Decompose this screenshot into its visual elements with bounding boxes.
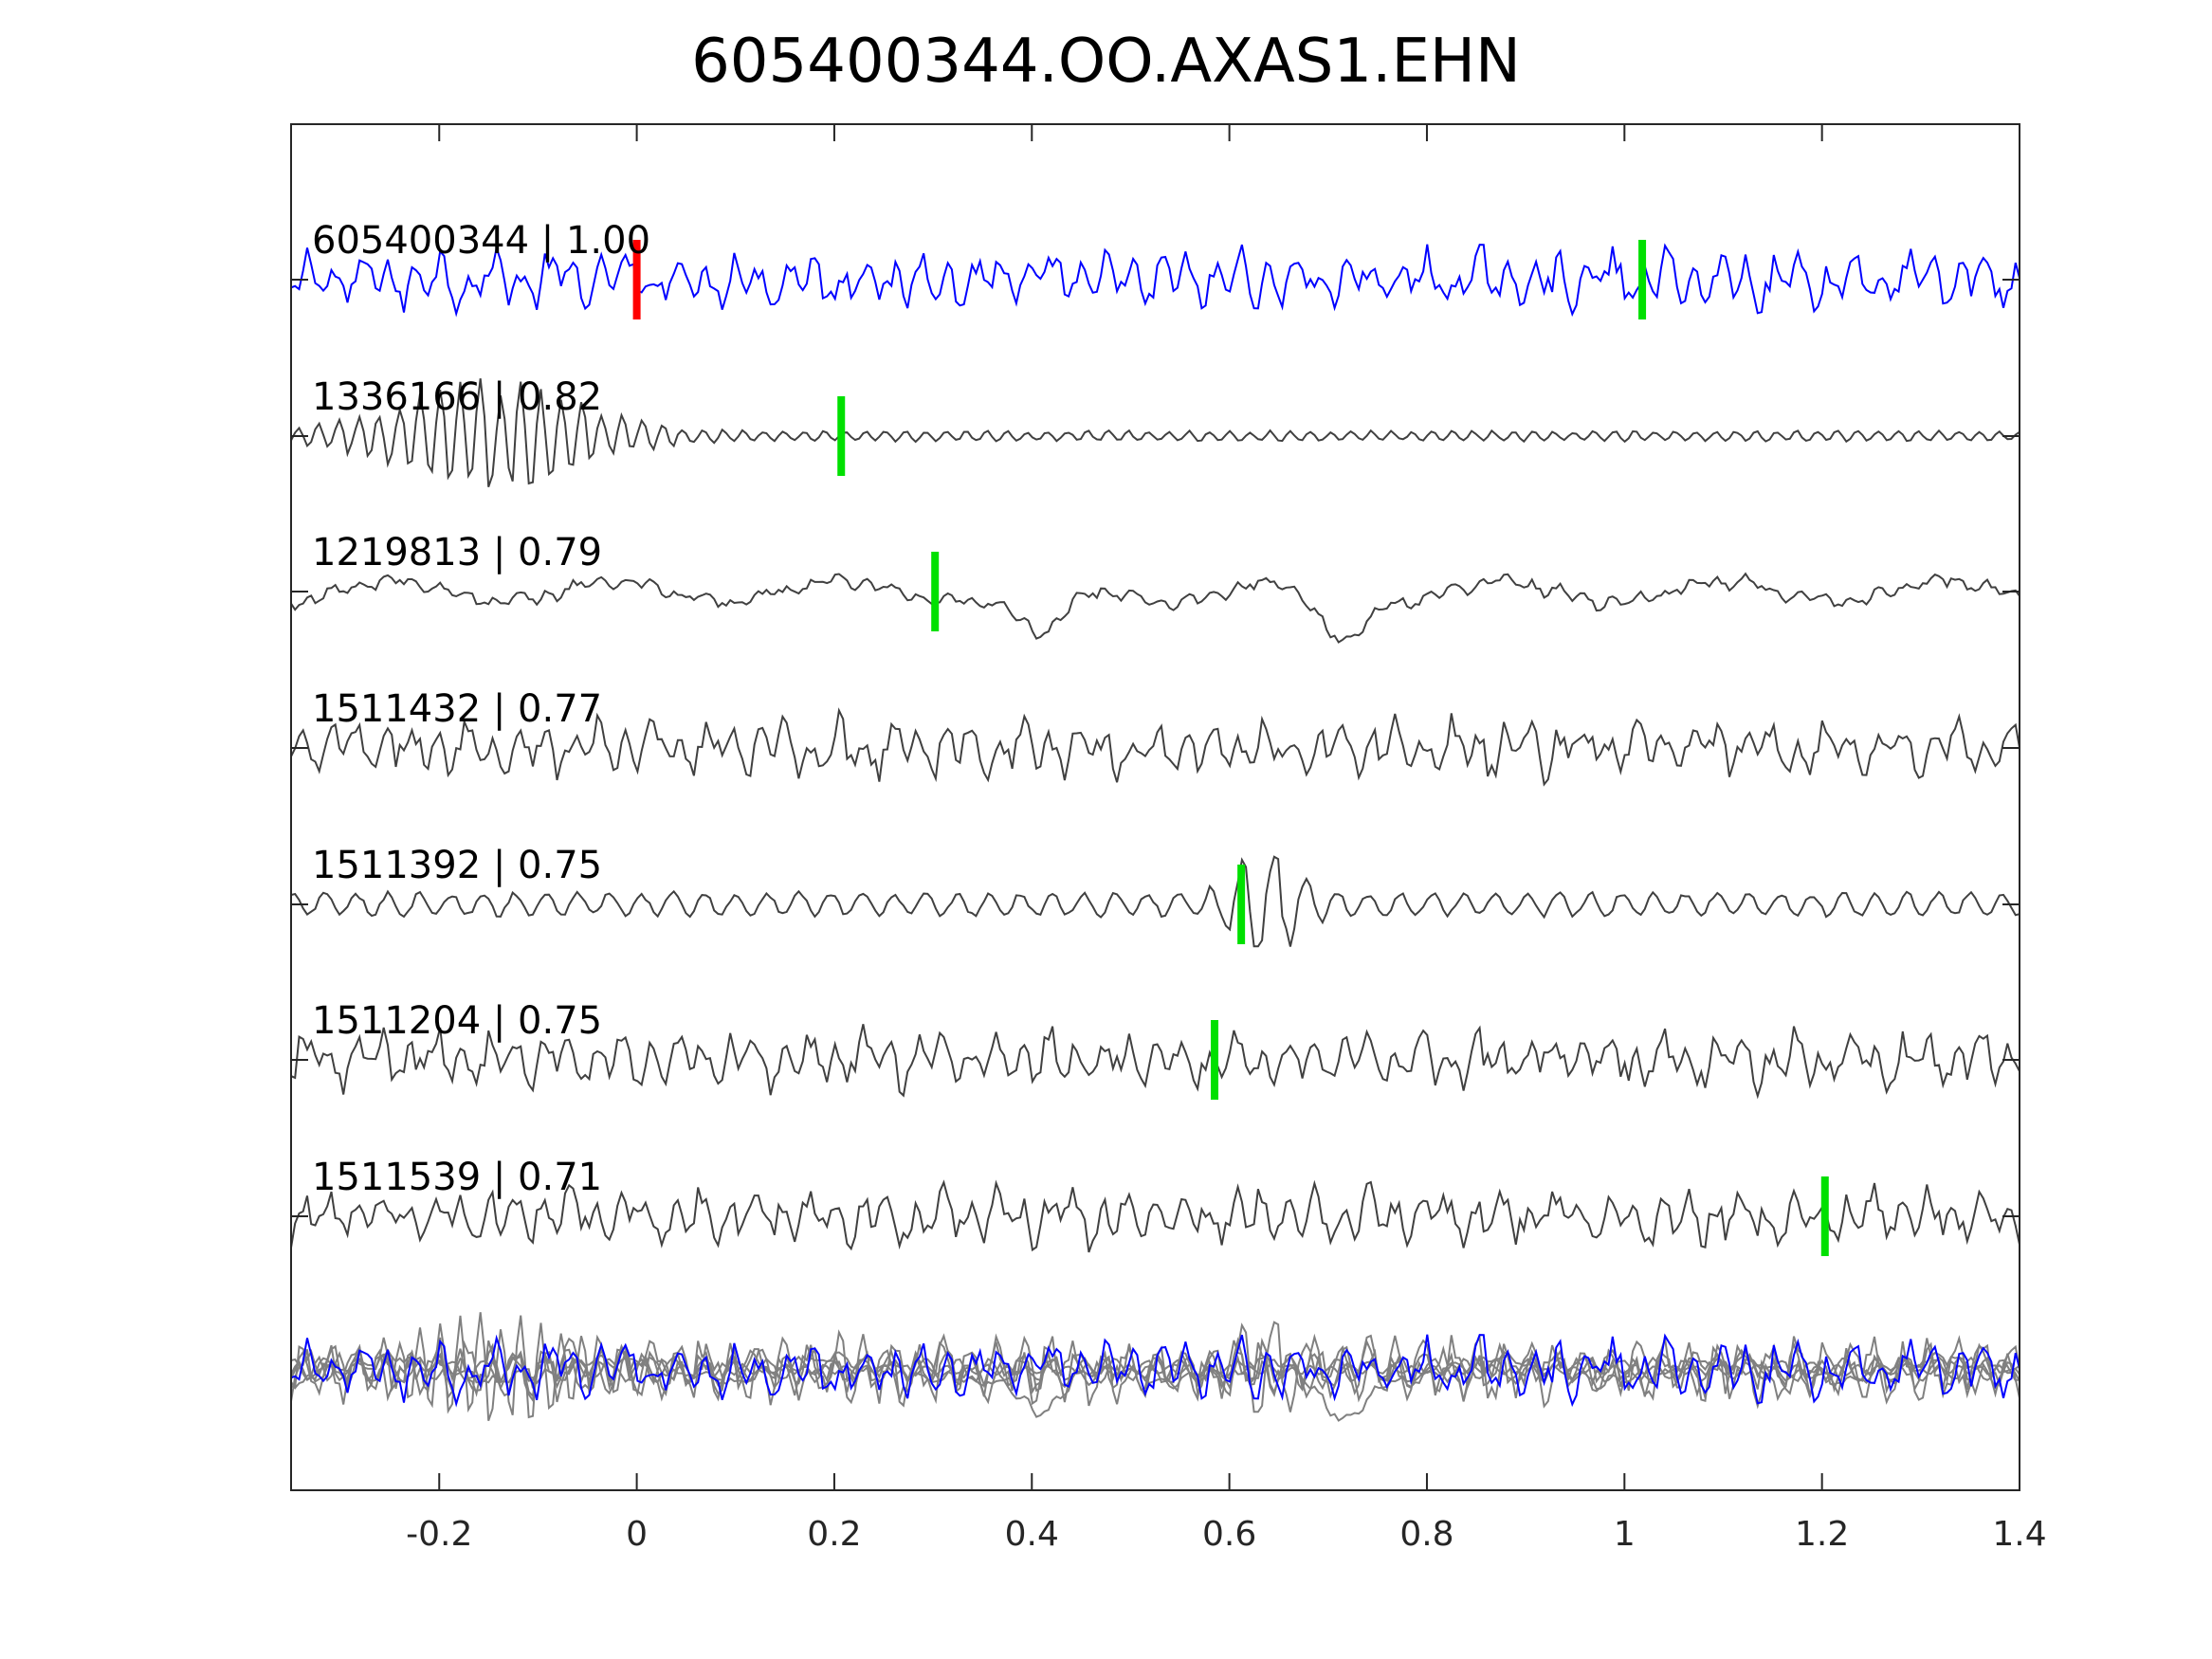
x-tick-label: 0.2 — [807, 1515, 861, 1554]
x-tick-label: 0.4 — [1005, 1515, 1059, 1554]
x-tick-label: 0 — [626, 1515, 648, 1554]
x-tick-label: -0.2 — [406, 1515, 472, 1554]
trace-line-605400344 — [291, 243, 2020, 318]
axes-box — [290, 123, 2020, 1491]
x-tick-label: 1.4 — [1992, 1515, 2046, 1554]
stack-trace-1511432 — [291, 1329, 2020, 1409]
x-tick-label: 1.2 — [1795, 1515, 1849, 1554]
x-tick-label: 0.6 — [1202, 1515, 1256, 1554]
trace-label-1511539: 1511539 | 0.71 — [312, 1156, 602, 1199]
trace-line-1511539 — [291, 1179, 2020, 1253]
trace-line-1511432 — [291, 707, 2020, 787]
chart-title: 605400344.OO.AXAS1.EHN — [691, 27, 1521, 97]
stack-trace-template — [291, 1333, 2020, 1408]
trace-line-1336166 — [291, 378, 2020, 488]
trace-label-1219813: 1219813 | 0.79 — [312, 531, 602, 574]
trace-line-1511204 — [291, 1024, 2020, 1100]
trace-label-1336166: 1336166 | 0.82 — [312, 375, 602, 419]
trace-label-1511432: 1511432 | 0.77 — [312, 687, 602, 731]
x-tick-label: 0.8 — [1399, 1515, 1453, 1554]
trace-label-605400344: 605400344 | 1.00 — [312, 219, 650, 263]
trace-line-1219813 — [291, 572, 2020, 644]
x-tick-label: 1 — [1614, 1515, 1636, 1554]
trace-label-1511392: 1511392 | 0.75 — [312, 844, 602, 887]
trace-line-1511392 — [291, 855, 2020, 948]
trace-label-1511204: 1511204 | 0.75 — [312, 999, 602, 1043]
